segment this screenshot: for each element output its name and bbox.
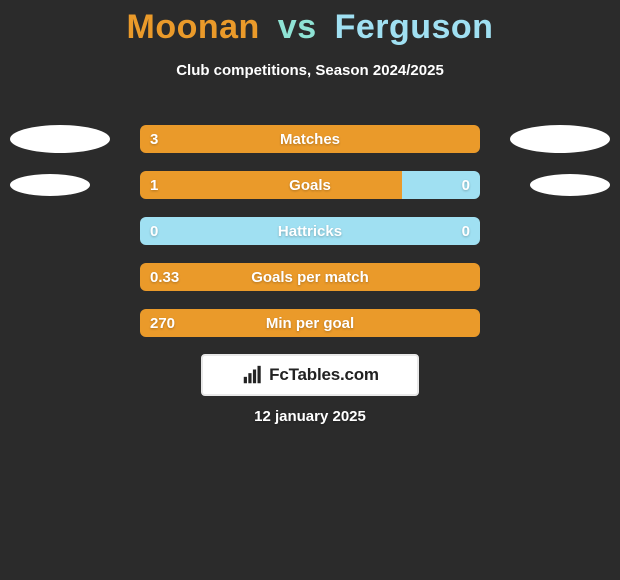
stat-row: Goals per match0.33 bbox=[0, 262, 620, 292]
stat-bar-seg-p1 bbox=[140, 309, 480, 337]
source-logo: FcTables.com bbox=[201, 354, 419, 396]
player-badge-right bbox=[530, 174, 610, 196]
stat-bar-seg-p1 bbox=[140, 263, 480, 291]
title: Moonan vs Ferguson bbox=[0, 8, 620, 47]
stat-rows: Matches3 Goals10 Hattricks00 Goals per matc… bbox=[0, 124, 620, 354]
stat-bar: Min per goal270 bbox=[140, 309, 480, 337]
player-badge-right bbox=[510, 125, 610, 153]
comparison-infographic: Moonan vs Ferguson Club competitions, Se… bbox=[0, 0, 620, 580]
stat-bar-seg-p2 bbox=[402, 171, 480, 199]
stat-row: Min per goal270 bbox=[0, 308, 620, 338]
source-logo-text: FcTables.com bbox=[269, 365, 379, 385]
stat-bar-seg-p2 bbox=[140, 217, 480, 245]
stat-row: Matches3 bbox=[0, 124, 620, 154]
player-badge-left bbox=[10, 174, 90, 196]
date: 12 january 2025 bbox=[0, 408, 620, 425]
stat-bar-seg-p1 bbox=[140, 171, 402, 199]
stat-row: Hattricks00 bbox=[0, 216, 620, 246]
bar-chart-icon bbox=[241, 364, 263, 386]
stat-bar: Goals per match0.33 bbox=[140, 263, 480, 291]
player-badge-left bbox=[10, 125, 110, 153]
stat-row: Goals10 bbox=[0, 170, 620, 200]
stat-bar-seg-p1 bbox=[140, 125, 480, 153]
title-player1: Moonan bbox=[127, 8, 260, 46]
subtitle: Club competitions, Season 2024/2025 bbox=[0, 62, 620, 79]
title-vs: vs bbox=[278, 8, 317, 46]
stat-bar: Hattricks00 bbox=[140, 217, 480, 245]
title-player2: Ferguson bbox=[335, 8, 494, 46]
stat-bar: Matches3 bbox=[140, 125, 480, 153]
stat-bar: Goals10 bbox=[140, 171, 480, 199]
